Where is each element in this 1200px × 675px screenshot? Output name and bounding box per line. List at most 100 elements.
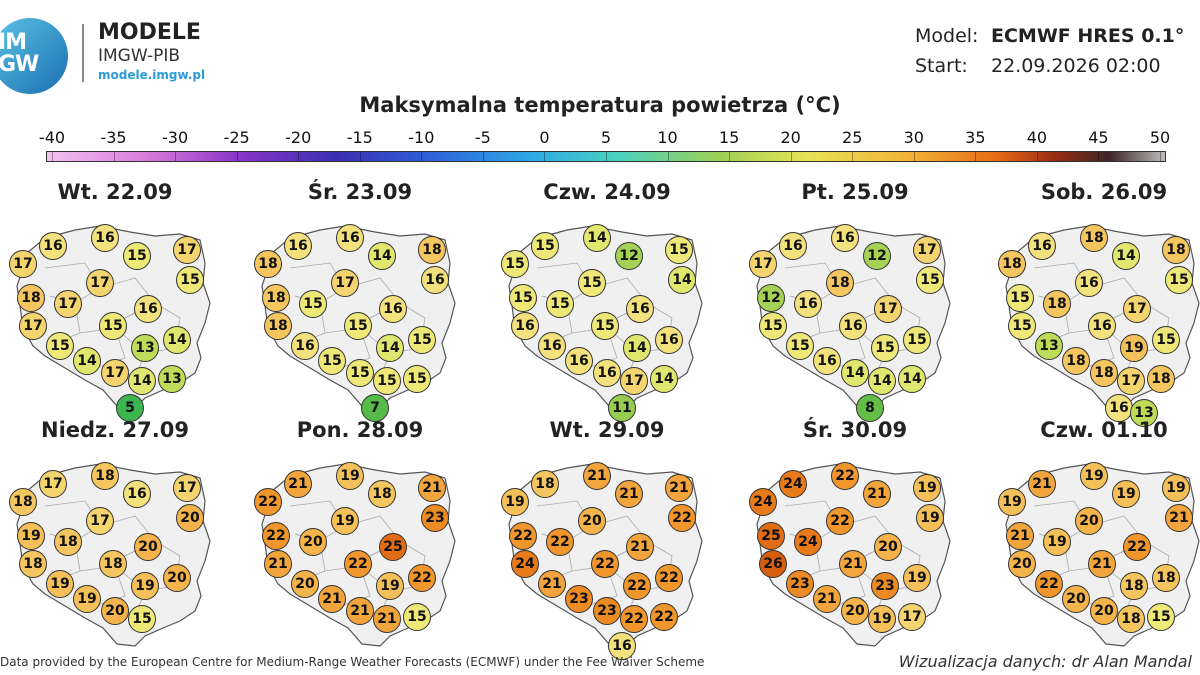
station-temperature: 20 <box>1090 597 1118 625</box>
scale-tick-mark <box>113 152 115 161</box>
scale-tick-mark <box>913 152 915 161</box>
scale-tick-label: 0 <box>539 128 550 147</box>
forecast-panel: Wt. 29.09 18 21 19 21 21 20 22 22 22 21 24 22 22 22 21 2… <box>497 418 737 660</box>
station-temperature: 20 <box>134 533 162 561</box>
station-temperature: 19 <box>331 507 359 535</box>
station-temperature: 20 <box>1062 585 1090 613</box>
scale-tick-mark <box>298 152 300 161</box>
station-temperature: 18 <box>9 488 37 516</box>
station-temperature: 23 <box>871 572 899 600</box>
start-value: 22.09.2026 02:00 <box>991 55 1161 77</box>
station-temperature: 16 <box>831 224 859 252</box>
scale-tick-labels: -40 -35 -30 -25 -20 -15 -10 -5 0 5 10 15 20 25 30 35 40 4… <box>0 128 1200 150</box>
station-temperature: 15 <box>299 290 327 318</box>
station-temperature: 13 <box>1130 399 1158 427</box>
station-temperature: 19 <box>17 522 45 550</box>
station-temperature: 22 <box>831 462 859 490</box>
logo-text: IM GW <box>0 32 39 76</box>
brand-url[interactable]: modele.imgw.pl <box>98 68 206 82</box>
station-temperature: 15 <box>403 365 431 393</box>
station-temperature: 20 <box>1008 550 1036 578</box>
station-temperature: 14 <box>898 365 926 393</box>
station-temperature: 18 <box>91 462 119 490</box>
forecast-panel: Czw. 01.10 21 19 19 19 19 20 21 21 19 22 20 21 18 18 22… <box>994 418 1200 653</box>
station-temperature: 20 <box>299 528 327 556</box>
station-temperature: 17 <box>898 603 926 631</box>
station-temperature: 21 <box>583 462 611 490</box>
station-temperature: 18 <box>1043 290 1071 318</box>
station-temperature: 23 <box>421 504 449 532</box>
station-temperature: 16 <box>839 312 867 340</box>
scale-tick-label: -25 <box>223 128 250 147</box>
scale-tick-label: 25 <box>842 128 863 147</box>
station-temperature: 15 <box>786 332 814 360</box>
station-temperature: 15 <box>123 242 151 270</box>
station-temperature: 7 <box>361 394 389 422</box>
station-temperature: 15 <box>1147 603 1175 631</box>
station-temperature: 15 <box>591 312 619 340</box>
station-temperature: 24 <box>779 470 807 498</box>
panel-date: Wt. 29.09 <box>549 418 665 442</box>
station-temperature: 16 <box>336 224 364 252</box>
scale-tick-label: -40 <box>38 128 66 147</box>
panel-date: Pt. 25.09 <box>801 180 909 204</box>
model-value: ECMWF HRES 0.1° <box>991 25 1185 47</box>
station-temperature: 18 <box>418 236 446 264</box>
forecast-panel: Sob. 26.09 16 18 18 14 18 16 15 15 18 17 15 16 19 15 13… <box>994 180 1200 427</box>
station-temperature: 18 <box>99 550 127 578</box>
scale-tick-label: -20 <box>285 128 312 147</box>
station-temperature: 13 <box>1035 332 1063 360</box>
scale-tick-label: -5 <box>474 128 491 147</box>
station-temperature: 16 <box>1028 232 1056 260</box>
station-temperature: 19 <box>916 504 944 532</box>
station-temperature: 20 <box>874 533 902 561</box>
station-temperature: 15 <box>501 250 529 278</box>
station-temperature: 18 <box>54 528 82 556</box>
station-temperature: 15 <box>176 266 204 294</box>
panel-date: Czw. 01.10 <box>1040 418 1168 442</box>
scale-tick-label: 20 <box>780 128 801 147</box>
start-label: Start: <box>915 55 968 77</box>
station-temperature: 21 <box>863 480 891 508</box>
station-temperature: 19 <box>998 488 1026 516</box>
station-temperature: 16 <box>1075 269 1103 297</box>
station-temperature: 19 <box>1043 528 1071 556</box>
imgw-logo: IM GW <box>0 18 72 94</box>
station-temperature: 16 <box>134 295 162 323</box>
station-temperature: 12 <box>615 242 643 270</box>
station-temperature: 18 <box>1120 572 1148 600</box>
station-temperature: 14 <box>368 242 396 270</box>
visualization-credit: Wizualizacja danych: dr Alan Mandal <box>898 652 1192 671</box>
station-temperature: 19 <box>131 572 159 600</box>
station-temperature: 16 <box>1088 312 1116 340</box>
station-temperature: 16 <box>794 290 822 318</box>
station-temperature: 21 <box>839 550 867 578</box>
station-temperature: 16 <box>779 232 807 260</box>
forecast-panel: Pon. 28.09 21 19 22 18 21 19 23 22 20 25 21 22 19 22 20… <box>250 418 490 653</box>
station-temperature: 19 <box>903 564 931 592</box>
station-temperature: 14 <box>1112 242 1140 270</box>
station-temperature: 19 <box>1080 462 1108 490</box>
brand-title: MODELE <box>98 20 201 45</box>
forecast-panel: Wt. 22.09 16 16 17 15 17 17 15 18 17 16 17 15 13 14 15 1… <box>5 180 245 422</box>
scale-tick-mark <box>667 152 669 161</box>
station-temperature: 20 <box>176 504 204 532</box>
station-temperature: 19 <box>1112 480 1140 508</box>
station-temperature: 22 <box>591 550 619 578</box>
scale-tick-label: -10 <box>408 128 435 147</box>
scale-tick-label: 15 <box>718 128 740 147</box>
station-temperature: 23 <box>565 585 593 613</box>
scale-tick-mark <box>52 152 53 161</box>
station-temperature: 18 <box>1152 564 1180 592</box>
station-temperature: 18 <box>19 550 47 578</box>
station-temperature: 17 <box>874 295 902 323</box>
station-temperature: 14 <box>623 334 651 362</box>
scale-tick-label: 45 <box>1088 128 1109 147</box>
station-temperature: 15 <box>1006 284 1034 312</box>
station-temperature: 18 <box>254 250 282 278</box>
station-temperature: 15 <box>128 605 156 633</box>
station-temperature: 15 <box>916 266 944 294</box>
station-temperature: 17 <box>173 236 201 264</box>
station-temperature: 16 <box>626 295 654 323</box>
scale-tick-mark <box>975 152 977 161</box>
